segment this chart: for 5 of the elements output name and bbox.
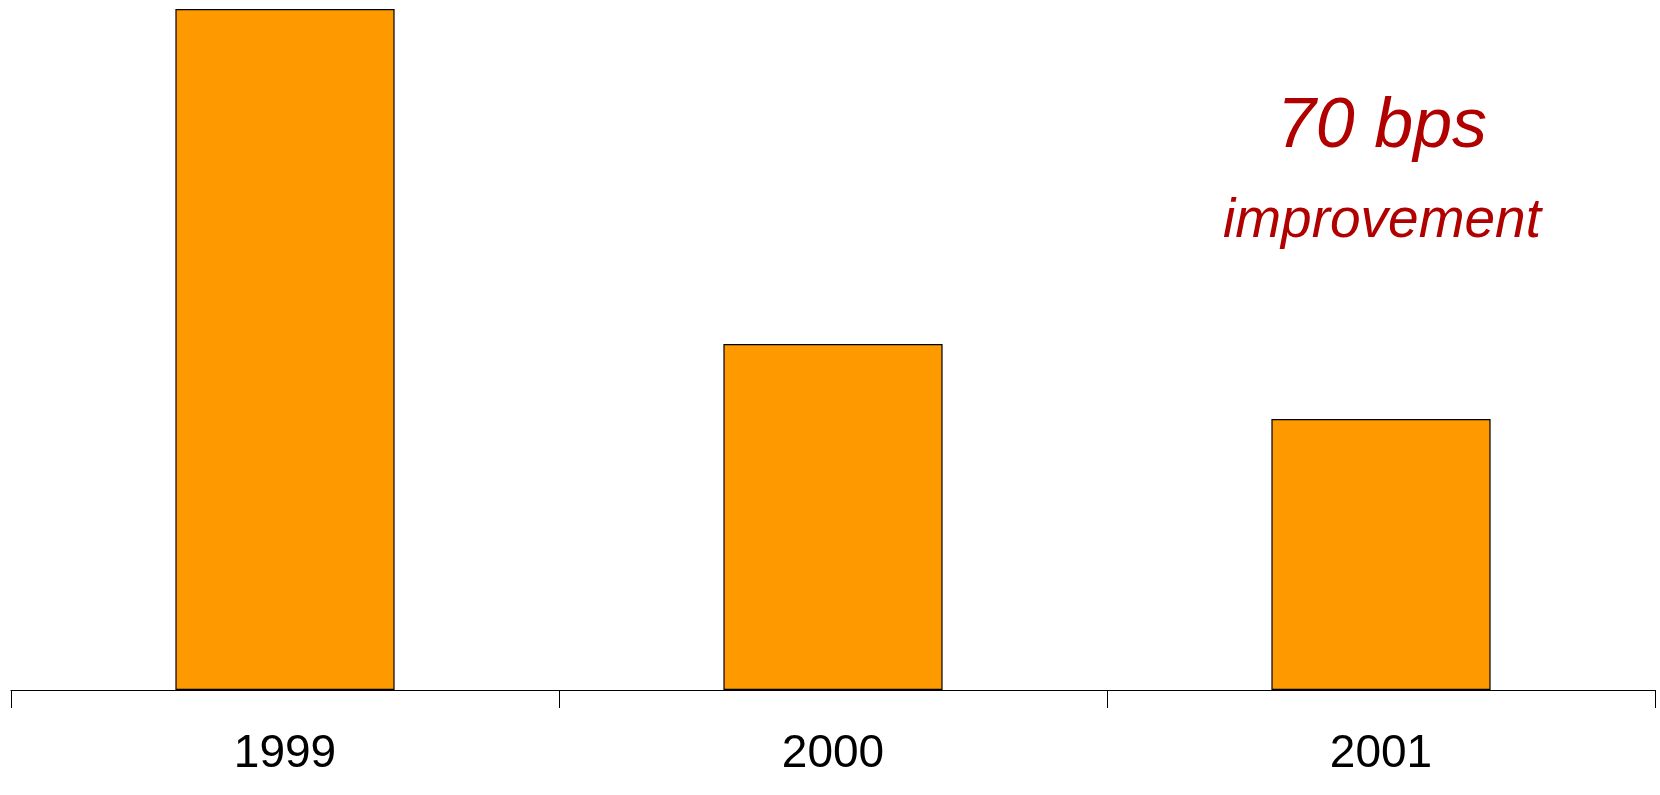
x-tick-label: 2001 [1329,725,1433,777]
annotation: improvement [1223,186,1544,249]
x-tick-label: 2000 [781,725,885,777]
annotation: 70 bps [1276,84,1488,162]
x-tick-label: 1999 [233,725,337,777]
